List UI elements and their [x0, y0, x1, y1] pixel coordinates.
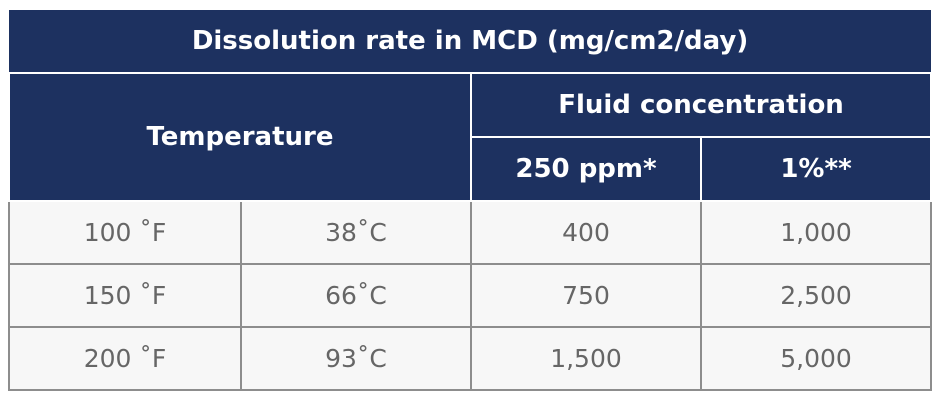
data-table: Dissolution rate in MCD (mg/cm2/day) Tem…: [8, 10, 933, 391]
header-cell: 1%**: [699, 136, 933, 202]
table-body: 100 ˚F 38˚C 400 1,000 150 ˚F 66˚C 750 2,500 200 …: [8, 200, 933, 391]
table-cell: 1,500: [470, 326, 702, 391]
header-cell: Temperature: [8, 72, 472, 202]
table-row: 200 ˚F 93˚C 1,500 5,000: [8, 326, 933, 391]
table-cell: 1,000: [699, 200, 933, 265]
header-cell: Fluid concentration: [469, 72, 933, 138]
table-row: 150 ˚F 66˚C 750 2,500: [8, 263, 933, 328]
table-cell: 400: [470, 200, 702, 265]
table-cell: 750: [470, 263, 702, 328]
table-cell: 200 ˚F: [8, 326, 242, 391]
header-cell: 250 ppm*: [470, 136, 702, 202]
table-row: 100 ˚F 38˚C 400 1,000: [8, 200, 933, 265]
table-title: Dissolution rate in MCD (mg/cm2/day): [9, 10, 932, 74]
table-cell: 100 ˚F: [8, 200, 242, 265]
table-cell: 2,500: [699, 263, 933, 328]
table-cell: 66˚C: [240, 263, 472, 328]
table-cell: 150 ˚F: [8, 263, 242, 328]
table-cell: 38˚C: [240, 200, 472, 265]
table-cell: 93˚C: [240, 326, 472, 391]
table-cell: 5,000: [699, 326, 933, 391]
